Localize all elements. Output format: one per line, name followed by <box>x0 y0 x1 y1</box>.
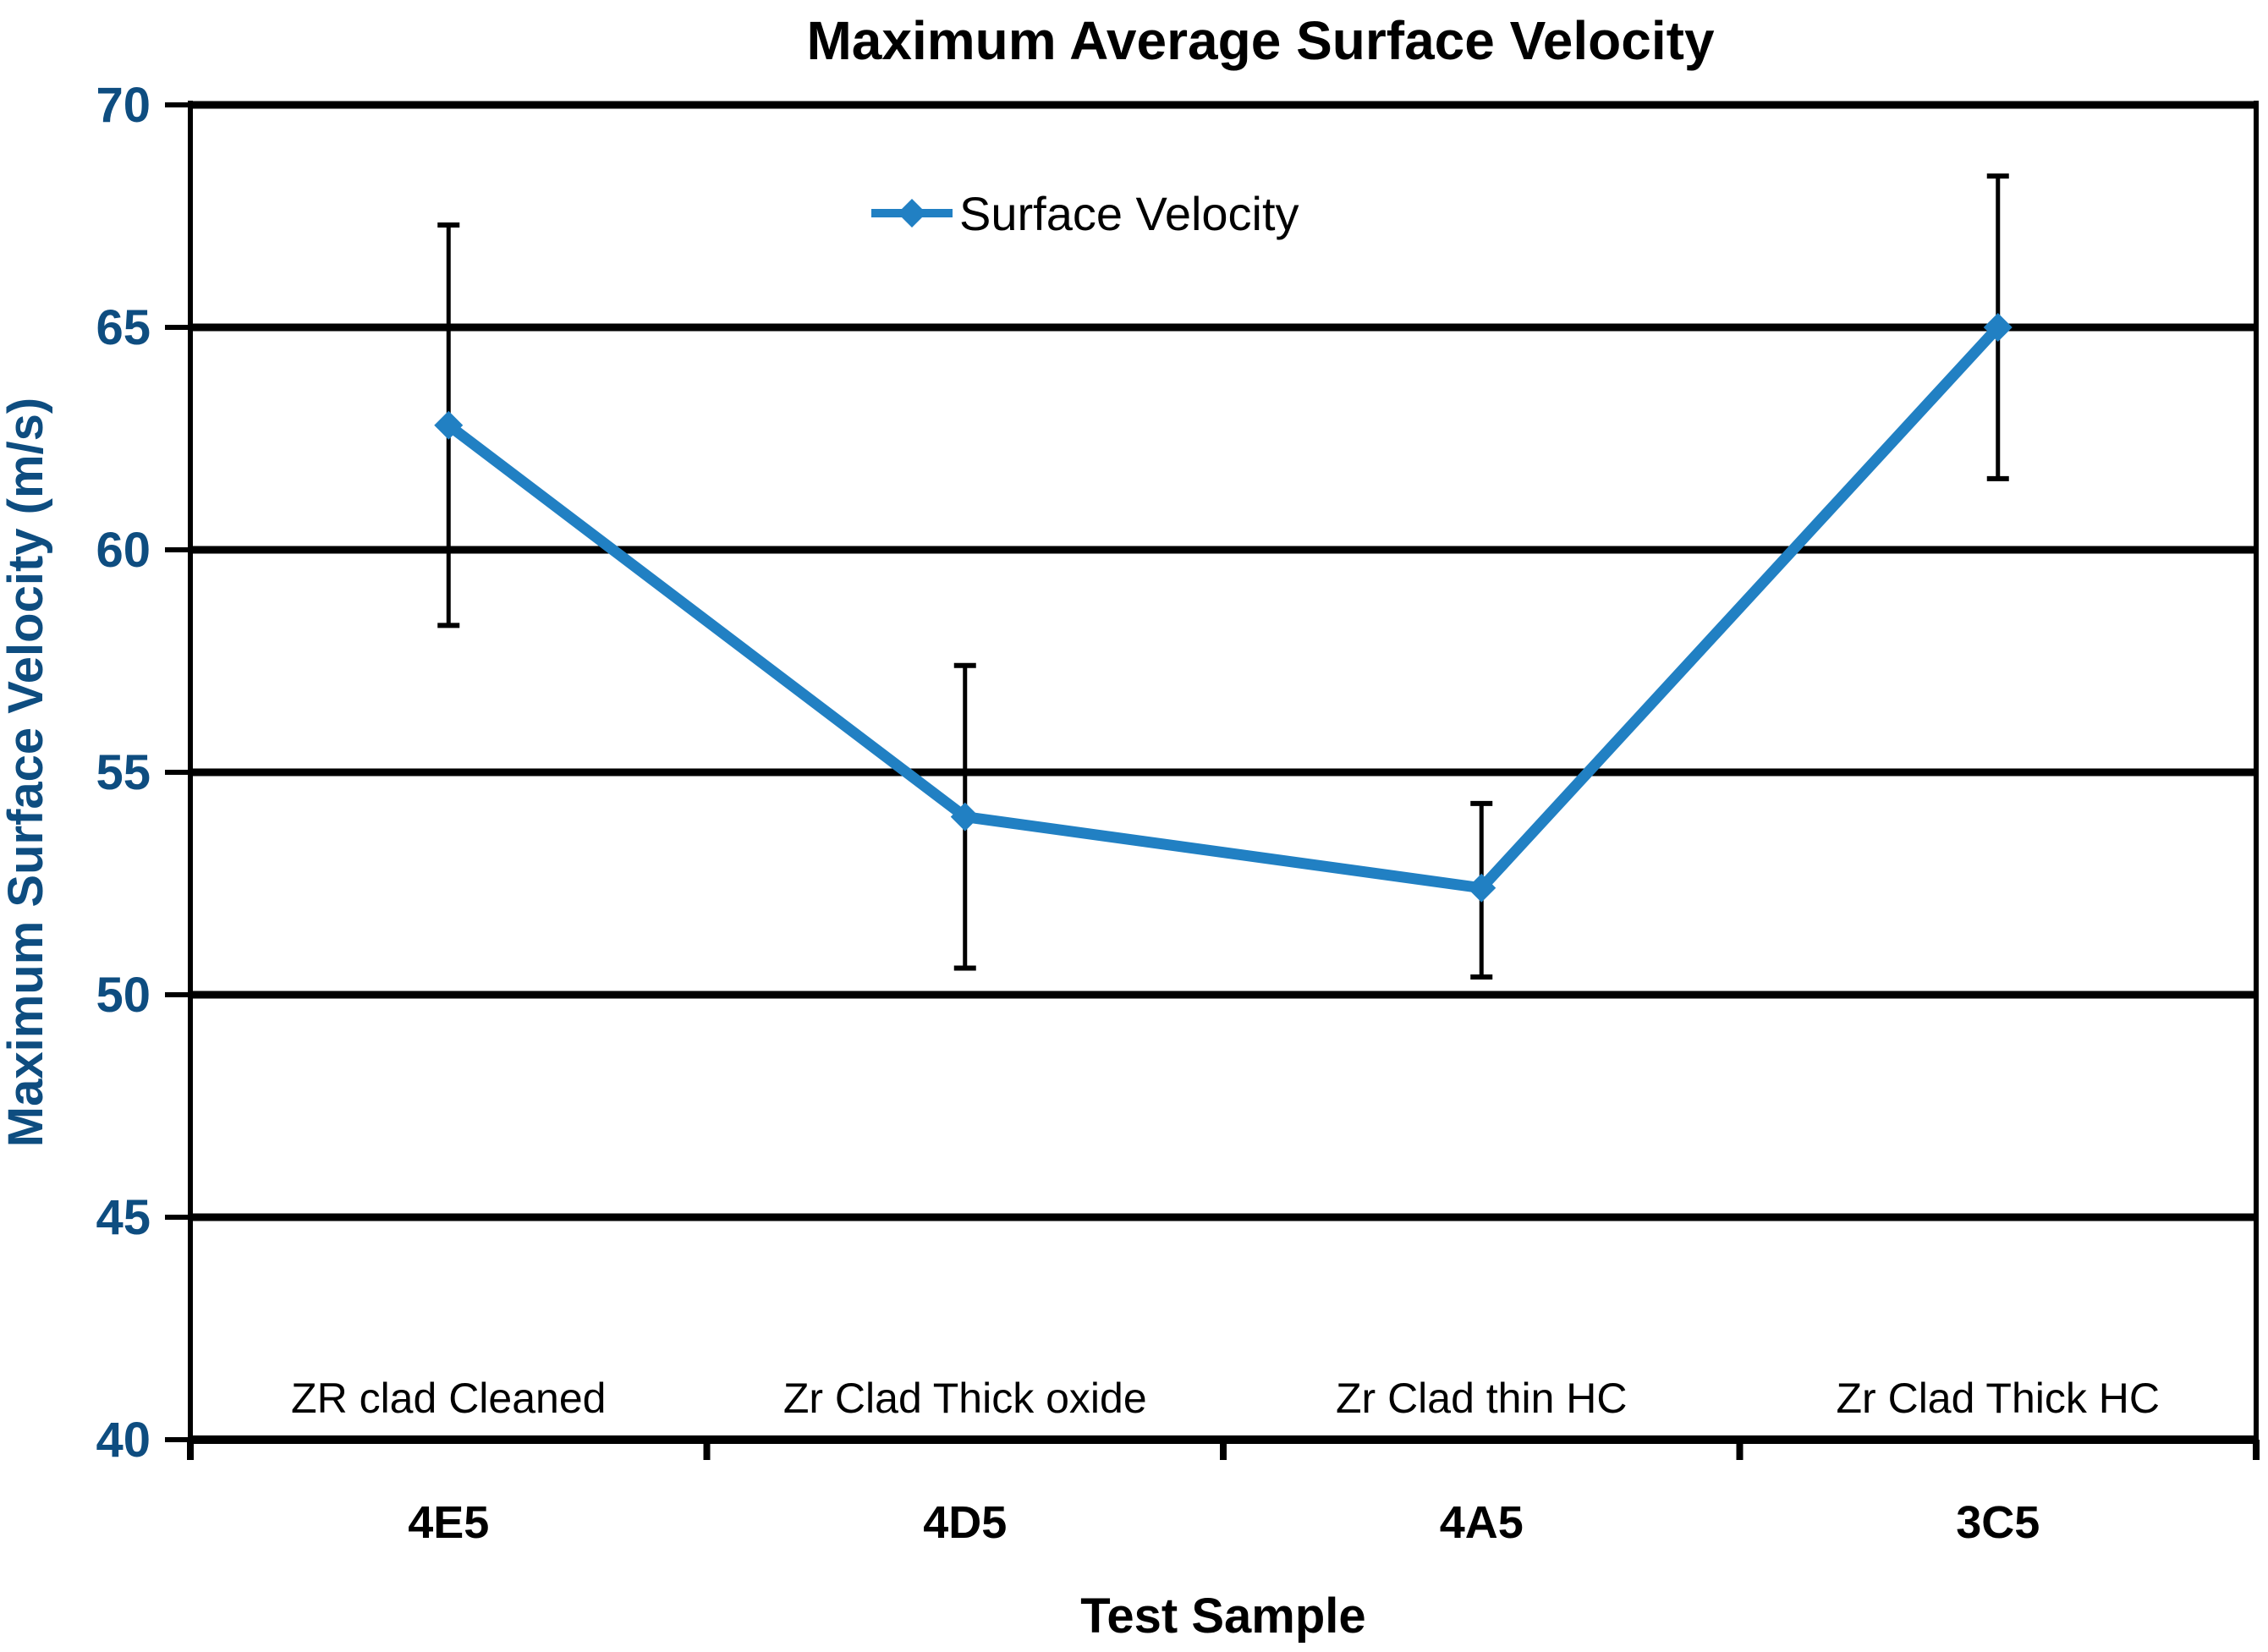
y-tick-label: 55 <box>96 745 151 800</box>
data-point-label: ZR clad Cleaned <box>291 1375 606 1422</box>
series-markers <box>434 313 2013 903</box>
x-tick-label: 3C5 <box>1956 1497 2040 1548</box>
x-axis-title: Test Sample <box>1080 1589 1365 1644</box>
data-point-marker <box>434 410 464 440</box>
data-point-labels: ZR clad Cleaned Zr Clad Thick oxide Zr Cla… <box>291 1375 2160 1422</box>
x-axis-ticks <box>187 1440 2260 1460</box>
data-point-marker <box>950 802 980 831</box>
series-line <box>445 323 2002 894</box>
data-point-label: Zr Clad Thick oxide <box>783 1375 1147 1422</box>
chart-title: Maximum Average Surface Velocity <box>806 10 1714 71</box>
legend: Surface Velocity <box>871 187 1299 240</box>
y-tick-label: 60 <box>96 523 151 578</box>
y-tick-label: 65 <box>96 300 151 355</box>
x-tick-label: 4A5 <box>1440 1497 1524 1548</box>
y-tick-label: 70 <box>96 78 151 133</box>
legend-label: Surface Velocity <box>959 187 1299 240</box>
data-point-label: Zr Clad Thick HC <box>1837 1375 2160 1422</box>
x-tick-label: 4D5 <box>923 1497 1007 1548</box>
y-tick-labels: 70 65 60 55 50 45 40 <box>96 78 151 1468</box>
legend-diamond-icon <box>898 199 926 228</box>
y-axis-ticks <box>165 102 190 1442</box>
y-tick-label: 50 <box>96 968 151 1023</box>
x-tick-label: 4E5 <box>408 1497 489 1548</box>
data-point-marker <box>1983 313 2013 342</box>
y-gridlines <box>190 101 2256 1444</box>
series-line-path <box>445 323 2002 894</box>
x-tick-labels: 4E5 4D5 4A5 3C5 <box>408 1497 2040 1548</box>
y-tick-label: 45 <box>96 1190 151 1245</box>
y-tick-label: 40 <box>96 1413 151 1468</box>
data-point-label: Zr Clad thin HC <box>1336 1375 1628 1422</box>
y-axis-title: Maximum Surface Velocity (m/s) <box>0 398 53 1147</box>
data-point-marker <box>1467 873 1496 903</box>
